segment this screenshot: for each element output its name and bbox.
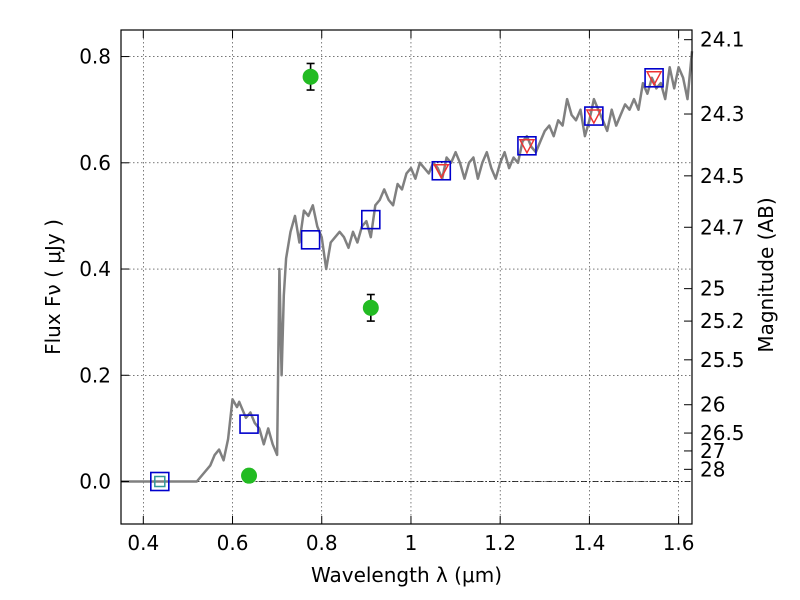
- model-square: [150, 471, 170, 492]
- observed-marker: [362, 299, 379, 316]
- magnitude-tick-label: 25.5: [700, 348, 745, 372]
- x-axis-label: Wavelength λ (μm): [311, 563, 502, 587]
- magnitude-tick-label: 24.7: [700, 215, 745, 239]
- model-triangle: [433, 164, 450, 180]
- y-tick-label: 0.2: [79, 363, 111, 387]
- y-axis-label: Flux Fν ( μJy ): [41, 219, 65, 355]
- magnitude-tick-label: 27: [700, 439, 725, 463]
- x-tick-label: 1.4: [573, 531, 605, 555]
- y-tick-label: 0.4: [79, 257, 111, 281]
- model-triangle: [518, 139, 536, 155]
- x-tick-label: 1.6: [663, 531, 695, 555]
- model-square: [239, 414, 259, 434]
- model-square-inner: [154, 475, 166, 488]
- x-tick-label: 1.2: [484, 531, 516, 555]
- x-tick-label: 0.6: [217, 531, 249, 555]
- x-tick-label: 0.4: [127, 531, 159, 555]
- y-tick-label: 0.8: [79, 45, 111, 69]
- data-marks: [150, 62, 664, 492]
- model-square: [584, 106, 604, 126]
- model-square: [517, 135, 537, 156]
- magnitude-tick-label: 25.2: [700, 309, 745, 333]
- grid: [121, 30, 692, 524]
- magnitude-tick-label: 24.3: [700, 102, 745, 126]
- plot-frame: [120, 29, 693, 525]
- model-square: [361, 209, 381, 230]
- y-tick-label: 0.6: [79, 151, 111, 175]
- x-tick-label: 0.8: [306, 531, 338, 555]
- observed-point: [302, 62, 319, 91]
- observed-marker: [241, 467, 258, 484]
- magnitude-tick-label: 28: [700, 457, 725, 481]
- y-tick-label: 0.0: [79, 470, 111, 494]
- magnitude-tick-label: 25: [700, 277, 725, 301]
- magnitude-axis-label: Magnitude (AB): [754, 197, 778, 352]
- model-square: [300, 230, 321, 250]
- model-triangle: [645, 71, 663, 87]
- axis-ticks: 0.4 0.6 0.8 1 1.2 1.4 1.6 0.0 0.2 0.4 0.6 0.8 24.1 24…: [79, 28, 744, 555]
- model-square: [431, 160, 452, 181]
- magnitude-tick-label: 24.1: [700, 28, 745, 52]
- magnitude-tick-label: 26: [700, 393, 725, 417]
- model-triangle: [585, 109, 603, 125]
- observed-marker: [302, 68, 319, 85]
- observed-point: [241, 467, 258, 484]
- observed-point: [362, 293, 379, 322]
- magnitude-tick-label: 26.5: [700, 421, 745, 445]
- x-tick-label: 1: [405, 531, 418, 555]
- spectrum-line: [121, 51, 694, 483]
- model-square: [644, 68, 664, 88]
- magnitude-tick-label: 24.5: [700, 164, 745, 188]
